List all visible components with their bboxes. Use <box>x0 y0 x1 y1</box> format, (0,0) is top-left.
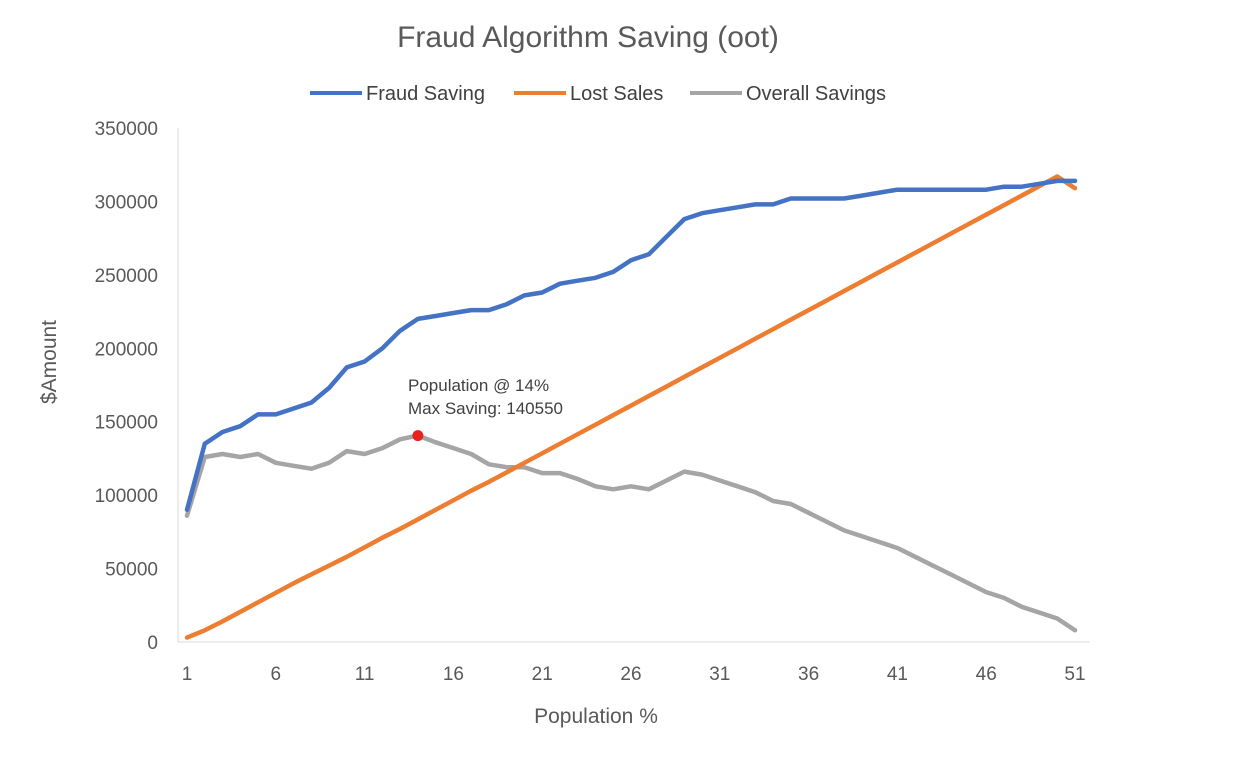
legend: Fraud Saving Lost Sales Overall Savings <box>310 83 886 105</box>
series-line-overall-savings <box>184 433 1078 633</box>
y-tick-label: 50000 <box>105 560 158 581</box>
x-tick-label: 16 <box>443 664 464 685</box>
max-saving-annotation: Population @ 14% Max Saving: 140550 <box>408 376 563 442</box>
legend-label-overall-savings: Overall Savings <box>746 83 886 105</box>
y-tick-label: 250000 <box>95 266 158 287</box>
x-tick-label: 51 <box>1064 664 1085 685</box>
x-axis-label: Population % <box>534 705 658 728</box>
x-tick-labels: 1 6 11 16 21 26 31 36 41 46 51 <box>182 664 1086 685</box>
y-tick-label: 0 <box>147 633 158 654</box>
x-tick-label: 21 <box>532 664 553 685</box>
y-tick-label: 350000 <box>95 119 158 140</box>
x-tick-label: 46 <box>976 664 997 685</box>
x-tick-label: 1 <box>182 664 193 685</box>
y-tick-label: 100000 <box>95 486 158 507</box>
y-tick-label: 200000 <box>95 339 158 360</box>
x-tick-label: 26 <box>620 664 641 685</box>
x-tick-label: 36 <box>798 664 819 685</box>
x-tick-label: 41 <box>887 664 908 685</box>
series-line-fraud-saving <box>184 178 1078 513</box>
x-tick-label: 6 <box>271 664 282 685</box>
y-tick-labels: 0 50000 100000 150000 200000 250000 300000 3500… <box>95 119 158 654</box>
x-tick-label: 31 <box>709 664 730 685</box>
annotation-line-1: Population @ 14% <box>408 376 549 395</box>
legend-label-fraud-saving: Fraud Saving <box>366 83 485 105</box>
series-lines <box>184 174 1078 640</box>
y-axis-label: $Amount <box>38 320 61 404</box>
legend-label-lost-sales: Lost Sales <box>570 83 663 105</box>
annotation-line-2: Max Saving: 140550 <box>408 399 563 418</box>
y-tick-label: 150000 <box>95 413 158 434</box>
series-line-lost-sales <box>184 174 1078 640</box>
y-tick-label: 300000 <box>95 192 158 213</box>
max-saving-marker <box>412 430 424 442</box>
x-tick-label: 11 <box>355 664 375 685</box>
chart-title: Fraud Algorithm Saving (oot) <box>397 21 779 54</box>
